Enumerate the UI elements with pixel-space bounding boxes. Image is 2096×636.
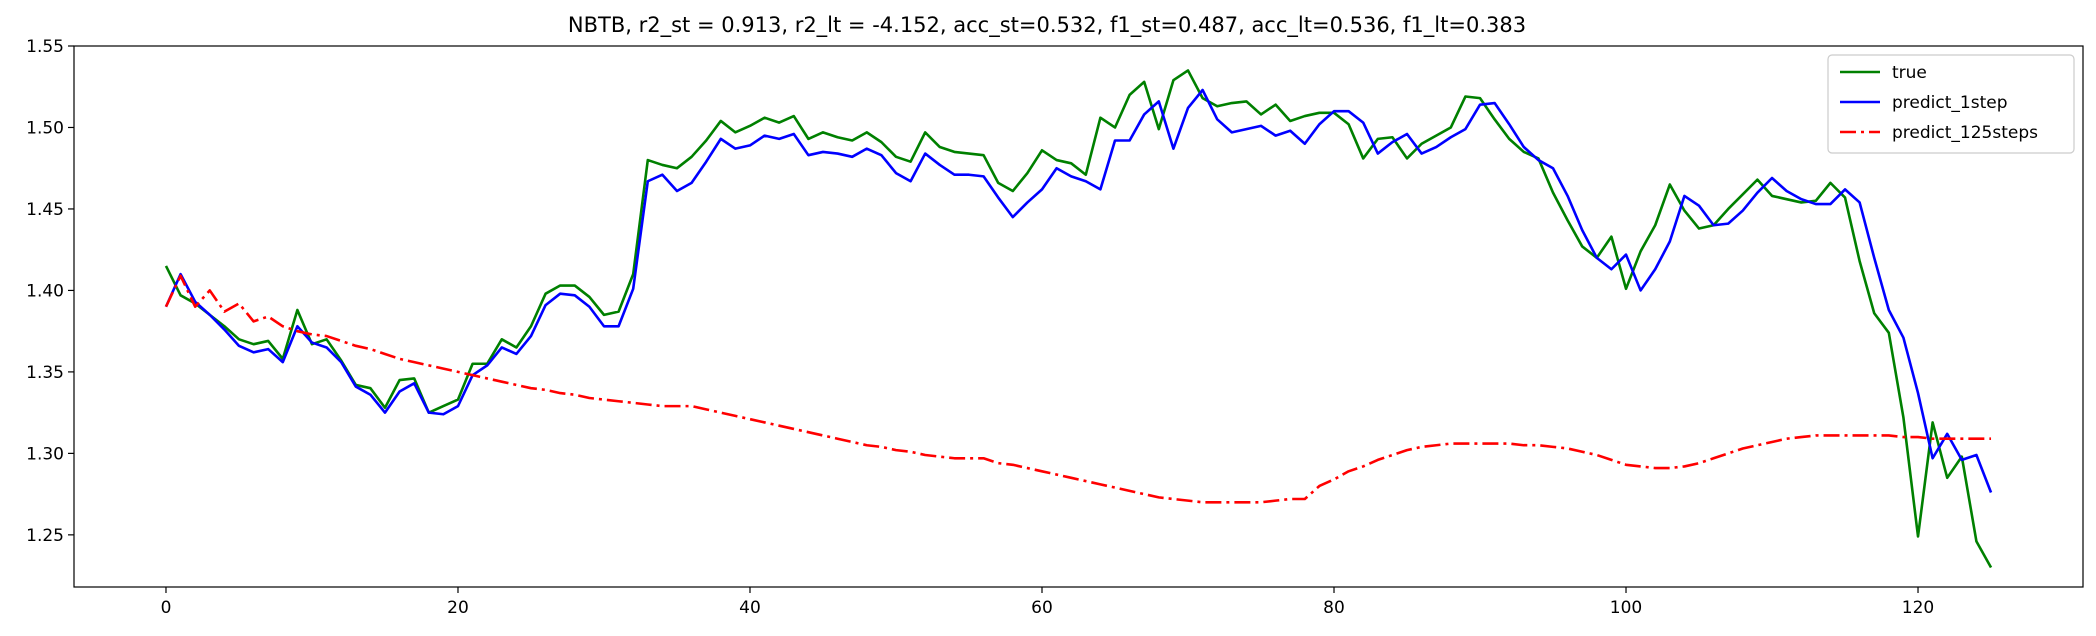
y-tick-label: 1.30 bbox=[26, 444, 64, 464]
series-layer bbox=[166, 70, 1991, 567]
y-tick-label: 1.35 bbox=[26, 363, 64, 383]
x-tick-label: 40 bbox=[739, 598, 761, 618]
y-tick-label: 1.55 bbox=[26, 37, 64, 57]
y-axis: 1.25 1.30 1.35 1.40 1.45 1.50 1.55 bbox=[26, 37, 74, 546]
legend-label-true: true bbox=[1892, 63, 1927, 83]
y-tick-label: 1.50 bbox=[26, 118, 64, 138]
plot-area bbox=[74, 46, 2083, 587]
x-tick-label: 0 bbox=[161, 598, 172, 618]
chart-title: NBTB, r2_st = 0.913, r2_lt = -4.152, acc… bbox=[568, 13, 1526, 38]
x-tick-label: 60 bbox=[1031, 598, 1053, 618]
x-tick-label: 20 bbox=[447, 598, 469, 618]
series-line-true bbox=[166, 70, 1991, 567]
x-tick-label: 100 bbox=[1610, 598, 1642, 618]
legend-label-predict_1step: predict_1step bbox=[1892, 93, 2007, 113]
y-tick-label: 1.45 bbox=[26, 200, 64, 220]
x-axis: 0 20 40 60 80 100 120 bbox=[161, 587, 1935, 618]
x-tick-label: 120 bbox=[1902, 598, 1934, 618]
plot-frame bbox=[74, 46, 2083, 587]
legend-label-predict_125steps: predict_125steps bbox=[1892, 123, 2038, 143]
series-line-predict_1step bbox=[166, 90, 1991, 492]
x-tick-label: 80 bbox=[1323, 598, 1345, 618]
y-tick-label: 1.25 bbox=[26, 526, 64, 546]
y-tick-label: 1.40 bbox=[26, 281, 64, 301]
series-line-predict_125steps bbox=[166, 276, 1991, 503]
legend: true predict_1step predict_125steps bbox=[1828, 55, 2074, 153]
